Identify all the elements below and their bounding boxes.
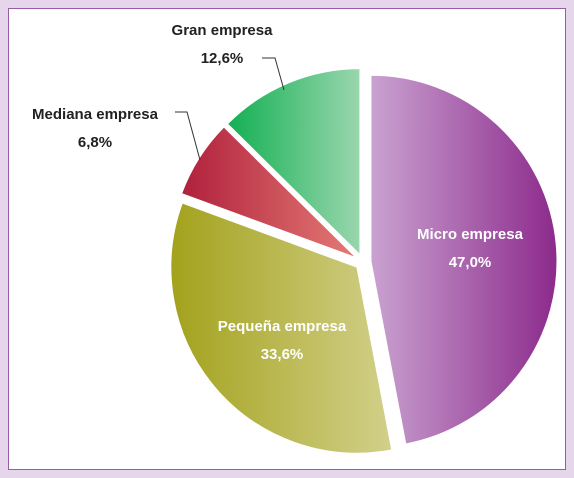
leader-line [262, 57, 285, 91]
pie-slice [370, 74, 558, 445]
pie-slice [226, 68, 361, 256]
leader-line [175, 111, 201, 161]
pie-slice [170, 202, 393, 454]
slice-label: Micro empresa [417, 226, 524, 243]
value-label: 12,6% [201, 50, 244, 67]
value-label: 6,8% [78, 134, 112, 151]
value-label: 47,0% [449, 254, 492, 271]
slice-label: Gran empresa [172, 22, 274, 39]
slice-label: Pequeña empresa [218, 318, 347, 335]
slice-label: Mediana empresa [32, 106, 159, 123]
value-label: 33,6% [261, 346, 304, 363]
